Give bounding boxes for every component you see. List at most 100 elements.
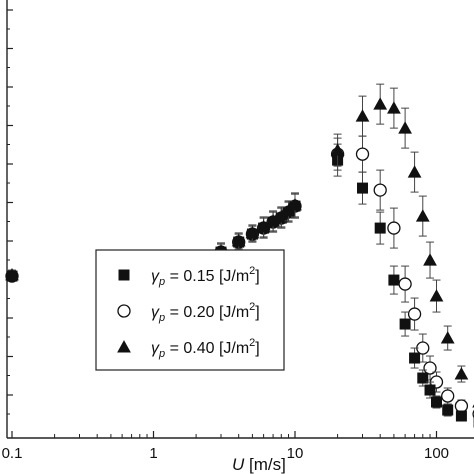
data-point (417, 369, 429, 387)
legend-marker (117, 304, 131, 318)
data-point (5, 267, 19, 281)
marker-square-filled (399, 318, 411, 330)
data-point (398, 265, 412, 303)
marker-triangle-filled (423, 253, 437, 266)
marker-triangle-filled (429, 289, 444, 302)
marker-square-filled (409, 352, 421, 364)
legend-marker (118, 269, 130, 281)
x-axis-label-var: U (232, 455, 245, 474)
marker-square-filled (374, 222, 386, 234)
marker-circle-open (398, 277, 412, 291)
legend-entry: γp = 0.15 [J/m2] (151, 265, 260, 288)
marker-triangle-filled (266, 214, 280, 227)
marker-triangle-filled (288, 198, 302, 211)
data-point (266, 210, 280, 232)
data-point (355, 95, 370, 137)
legend-superscript: 2 (249, 265, 255, 277)
data-point (388, 265, 400, 295)
marker-square-filled (431, 396, 442, 408)
data-point (415, 195, 430, 237)
data-point (256, 216, 271, 238)
marker-triangle-filled (387, 101, 401, 114)
marker-square-filled (442, 404, 454, 416)
data-point (423, 241, 437, 279)
marker-triangle-filled (256, 220, 271, 233)
data-point (373, 83, 388, 125)
x-axis-label-unit: [m/s] (244, 455, 286, 474)
legend-subscript: p (158, 348, 165, 360)
data-point (409, 347, 421, 369)
marker-triangle-filled (5, 267, 19, 281)
marker-square-filled (424, 384, 436, 396)
data-point (373, 169, 387, 211)
data-point (440, 325, 455, 351)
data-point (387, 207, 401, 249)
marker-triangle-filled (398, 121, 412, 134)
data-point (374, 211, 386, 245)
marker-triangle-filled (407, 165, 422, 178)
data-point (454, 365, 469, 383)
data-point (330, 133, 345, 167)
data-point (454, 399, 469, 413)
legend-entry: γp = 0.40 [J/m2] (151, 337, 260, 360)
data-point (424, 381, 436, 399)
marker-triangle-filled (231, 234, 246, 247)
legend-value: = 0.15 [J/m (165, 268, 249, 285)
marker-triangle-filled (274, 210, 289, 223)
plot-axes (6, 0, 474, 439)
legend: γp = 0.15 [J/m2]γp = 0.20 [J/m2]γp = 0.4… (95, 249, 285, 371)
marker-triangle-filled (440, 331, 455, 344)
x-axis-label: U [m/s] (232, 455, 286, 474)
x-axis-ticks: 0.1 1 10 100 (2, 431, 449, 462)
marker-circle-open (416, 341, 430, 355)
legend-close: ] (255, 304, 259, 321)
data-point (231, 232, 246, 250)
data-point (288, 192, 302, 218)
legend-entry: γp = 0.20 [J/m2] (151, 301, 260, 324)
legend-superscript: 2 (249, 337, 255, 349)
marker-square-filled (357, 182, 369, 194)
legend-close: ] (255, 268, 259, 285)
data-point (399, 311, 411, 337)
data-point (245, 224, 260, 242)
data-point (274, 206, 289, 228)
data-point (431, 395, 442, 409)
marker-square-filled (388, 274, 400, 286)
marker-square-filled (455, 410, 467, 422)
legend-gamma: γ (151, 304, 160, 321)
marker-circle-open (454, 399, 469, 413)
data-point (398, 107, 412, 149)
marker-triangle-filled (373, 97, 388, 110)
legend-gamma: γ (151, 340, 160, 357)
data-point (407, 297, 422, 331)
legend-superscript: 2 (249, 301, 255, 313)
marker-circle-open (355, 147, 370, 161)
data-point (416, 333, 430, 363)
x-tick-label: 0.1 (2, 445, 23, 462)
data-point (429, 279, 444, 313)
x-tick-label: 100 (424, 445, 449, 462)
data-point (441, 387, 455, 405)
marker-circle-open (407, 307, 422, 321)
data-point (355, 135, 370, 173)
marker-circle-open (441, 389, 455, 403)
legend-close: ] (255, 340, 259, 357)
marker-circle-open (373, 183, 387, 197)
marker-circle-open (423, 361, 437, 375)
marker-triangle-filled (330, 143, 345, 156)
data-point (357, 171, 369, 205)
data-point (407, 151, 422, 193)
legend-subscript: p (158, 276, 165, 288)
marker-triangle-filled (415, 209, 430, 222)
legend-marker (117, 340, 131, 353)
legend-value: = 0.20 [J/m (165, 304, 249, 321)
marker-triangle-filled (245, 226, 260, 239)
data-point (387, 87, 401, 129)
legend-subscript: p (158, 312, 165, 324)
legend-value: = 0.40 [J/m (165, 340, 249, 357)
data-point (442, 403, 454, 417)
legend-gamma: γ (151, 268, 160, 285)
x-tick-label: 10 (287, 445, 304, 462)
marker-circle-open (387, 221, 401, 235)
